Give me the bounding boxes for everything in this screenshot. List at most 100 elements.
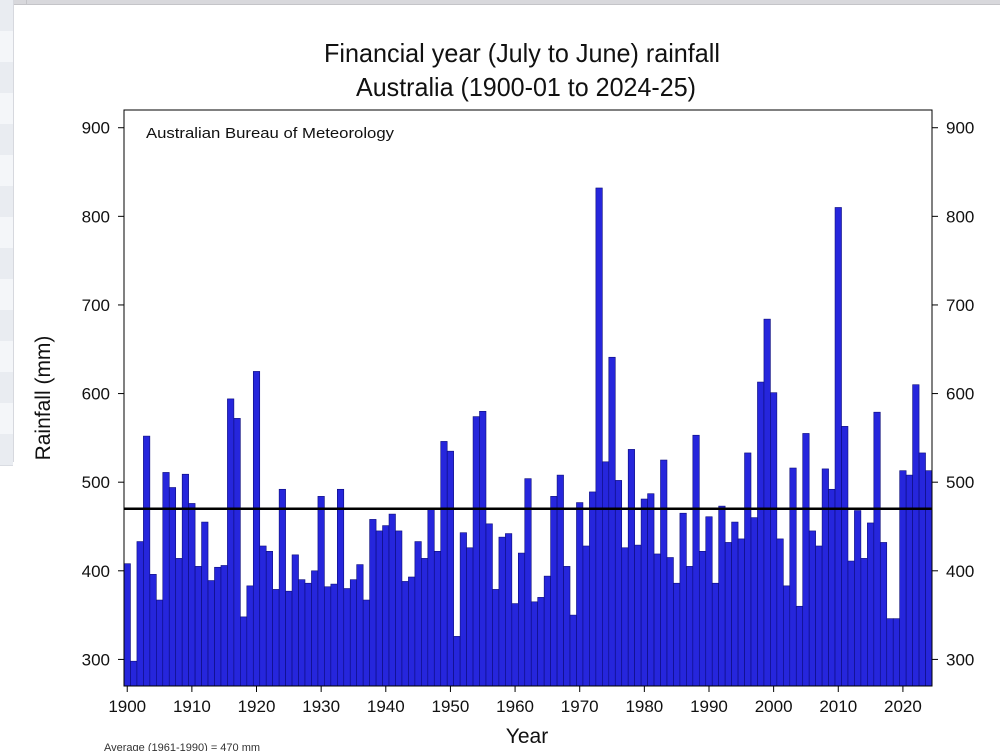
bar-2006 bbox=[808, 530, 816, 687]
bar-1970 bbox=[576, 502, 584, 687]
x-tick-label: 1920 bbox=[238, 697, 276, 716]
panel-divider bbox=[26, 0, 27, 5]
bar-2022 bbox=[912, 384, 920, 687]
bar-1992 bbox=[718, 505, 726, 687]
bar-1926 bbox=[291, 554, 299, 687]
bar-1967 bbox=[556, 474, 564, 687]
x-tick-label: 1910 bbox=[173, 697, 211, 716]
bar-1918 bbox=[240, 616, 248, 687]
bar-1931 bbox=[324, 586, 332, 687]
bar-1936 bbox=[356, 564, 364, 687]
bar-2009 bbox=[828, 488, 836, 687]
y-tick-label-right: 400 bbox=[946, 562, 974, 581]
bar-1946 bbox=[421, 558, 429, 687]
bar-1905 bbox=[156, 599, 164, 687]
bar-2003 bbox=[789, 467, 797, 687]
bar-1942 bbox=[395, 530, 403, 687]
y-tick-label-right: 700 bbox=[946, 296, 974, 315]
bar-1954 bbox=[472, 416, 480, 687]
bar-1956 bbox=[485, 523, 493, 687]
bar-1955 bbox=[479, 410, 487, 687]
bar-1998 bbox=[757, 381, 765, 687]
y-tick-label-left: 500 bbox=[82, 473, 110, 492]
bar-2013 bbox=[854, 510, 862, 687]
bar-2011 bbox=[841, 426, 849, 687]
chart-subtitle: Australia (1900-01 to 2024-25) bbox=[356, 72, 696, 102]
y-tick-label-left: 600 bbox=[82, 385, 110, 404]
bar-2004 bbox=[795, 605, 804, 687]
bar-1979 bbox=[634, 544, 642, 687]
y-axis-right: 300 400 500 600 700 800 900 bbox=[932, 119, 974, 669]
plot-frame bbox=[123, 109, 933, 687]
side-panel-strip bbox=[0, 0, 14, 466]
bar-1986 bbox=[679, 512, 687, 687]
bar-2012 bbox=[847, 560, 855, 687]
bar-1990 bbox=[705, 516, 713, 687]
bar-2000 bbox=[770, 392, 778, 687]
y-tick-label-left: 400 bbox=[82, 562, 110, 581]
bar-1987 bbox=[686, 566, 694, 687]
bar-1989 bbox=[698, 550, 707, 687]
bar-1912 bbox=[201, 521, 209, 687]
bar-1969 bbox=[569, 614, 577, 687]
bar-1940 bbox=[382, 525, 390, 687]
bar-1972 bbox=[589, 491, 597, 687]
y-tick-label-left: 300 bbox=[82, 650, 110, 669]
bar-1911 bbox=[194, 566, 202, 687]
bar-1958 bbox=[498, 536, 506, 687]
bar-1904 bbox=[149, 574, 157, 687]
bar-2019 bbox=[892, 618, 900, 687]
bar-1950 bbox=[446, 450, 454, 687]
y-tick-label-left: 700 bbox=[82, 296, 110, 315]
bar-2001 bbox=[776, 538, 784, 687]
bar-1914 bbox=[214, 566, 222, 687]
bar-1982 bbox=[653, 553, 661, 687]
bar-1933 bbox=[337, 488, 345, 687]
bar-1985 bbox=[673, 582, 681, 687]
bar-1900 bbox=[123, 563, 131, 687]
y-tick-label-right: 800 bbox=[946, 207, 974, 226]
bar-1964 bbox=[537, 597, 545, 687]
average-footnote: Average (1961-1990) = 470 mm bbox=[104, 742, 260, 751]
bar-1974 bbox=[602, 461, 610, 687]
bar-1959 bbox=[505, 533, 513, 687]
y-tick-label-right: 500 bbox=[946, 473, 974, 492]
bar-1951 bbox=[453, 636, 461, 687]
bar-1977 bbox=[621, 547, 629, 687]
bar-2014 bbox=[860, 558, 868, 687]
bar-1993 bbox=[724, 542, 732, 687]
bar-1929 bbox=[311, 570, 319, 687]
x-tick-label: 1990 bbox=[690, 697, 728, 716]
bar-1910 bbox=[188, 503, 196, 687]
bar-1965 bbox=[543, 575, 551, 687]
bar-1901 bbox=[130, 660, 138, 687]
y-tick-label-right: 300 bbox=[946, 650, 974, 669]
bar-1978 bbox=[627, 449, 635, 687]
bar-2024 bbox=[925, 470, 933, 687]
y-tick-label-right: 600 bbox=[946, 385, 974, 404]
bar-1988 bbox=[692, 434, 700, 687]
bar-1934 bbox=[343, 588, 351, 687]
x-tick-label: 1930 bbox=[302, 697, 340, 716]
bar-1924 bbox=[278, 488, 286, 687]
bar-1917 bbox=[233, 418, 241, 687]
bar-1938 bbox=[369, 519, 377, 687]
bar-2020 bbox=[899, 470, 907, 687]
bar-1907 bbox=[168, 487, 177, 687]
x-tick-label: 1940 bbox=[367, 697, 405, 716]
x-tick-label: 1950 bbox=[432, 697, 470, 716]
y-tick-label-left: 800 bbox=[82, 207, 110, 226]
x-tick-label: 1900 bbox=[108, 697, 146, 716]
bar-1916 bbox=[227, 398, 235, 687]
bar-1922 bbox=[265, 550, 273, 687]
bar-1995 bbox=[737, 538, 745, 687]
bar-1927 bbox=[298, 579, 306, 687]
x-tick-label: 2000 bbox=[755, 697, 793, 716]
bar-1968 bbox=[563, 566, 571, 687]
bar-series bbox=[123, 187, 933, 687]
bar-1945 bbox=[414, 541, 422, 687]
bar-2005 bbox=[802, 433, 810, 687]
bar-1976 bbox=[614, 480, 623, 687]
source-annotation: Australian Bureau of Meteorology bbox=[146, 125, 395, 142]
